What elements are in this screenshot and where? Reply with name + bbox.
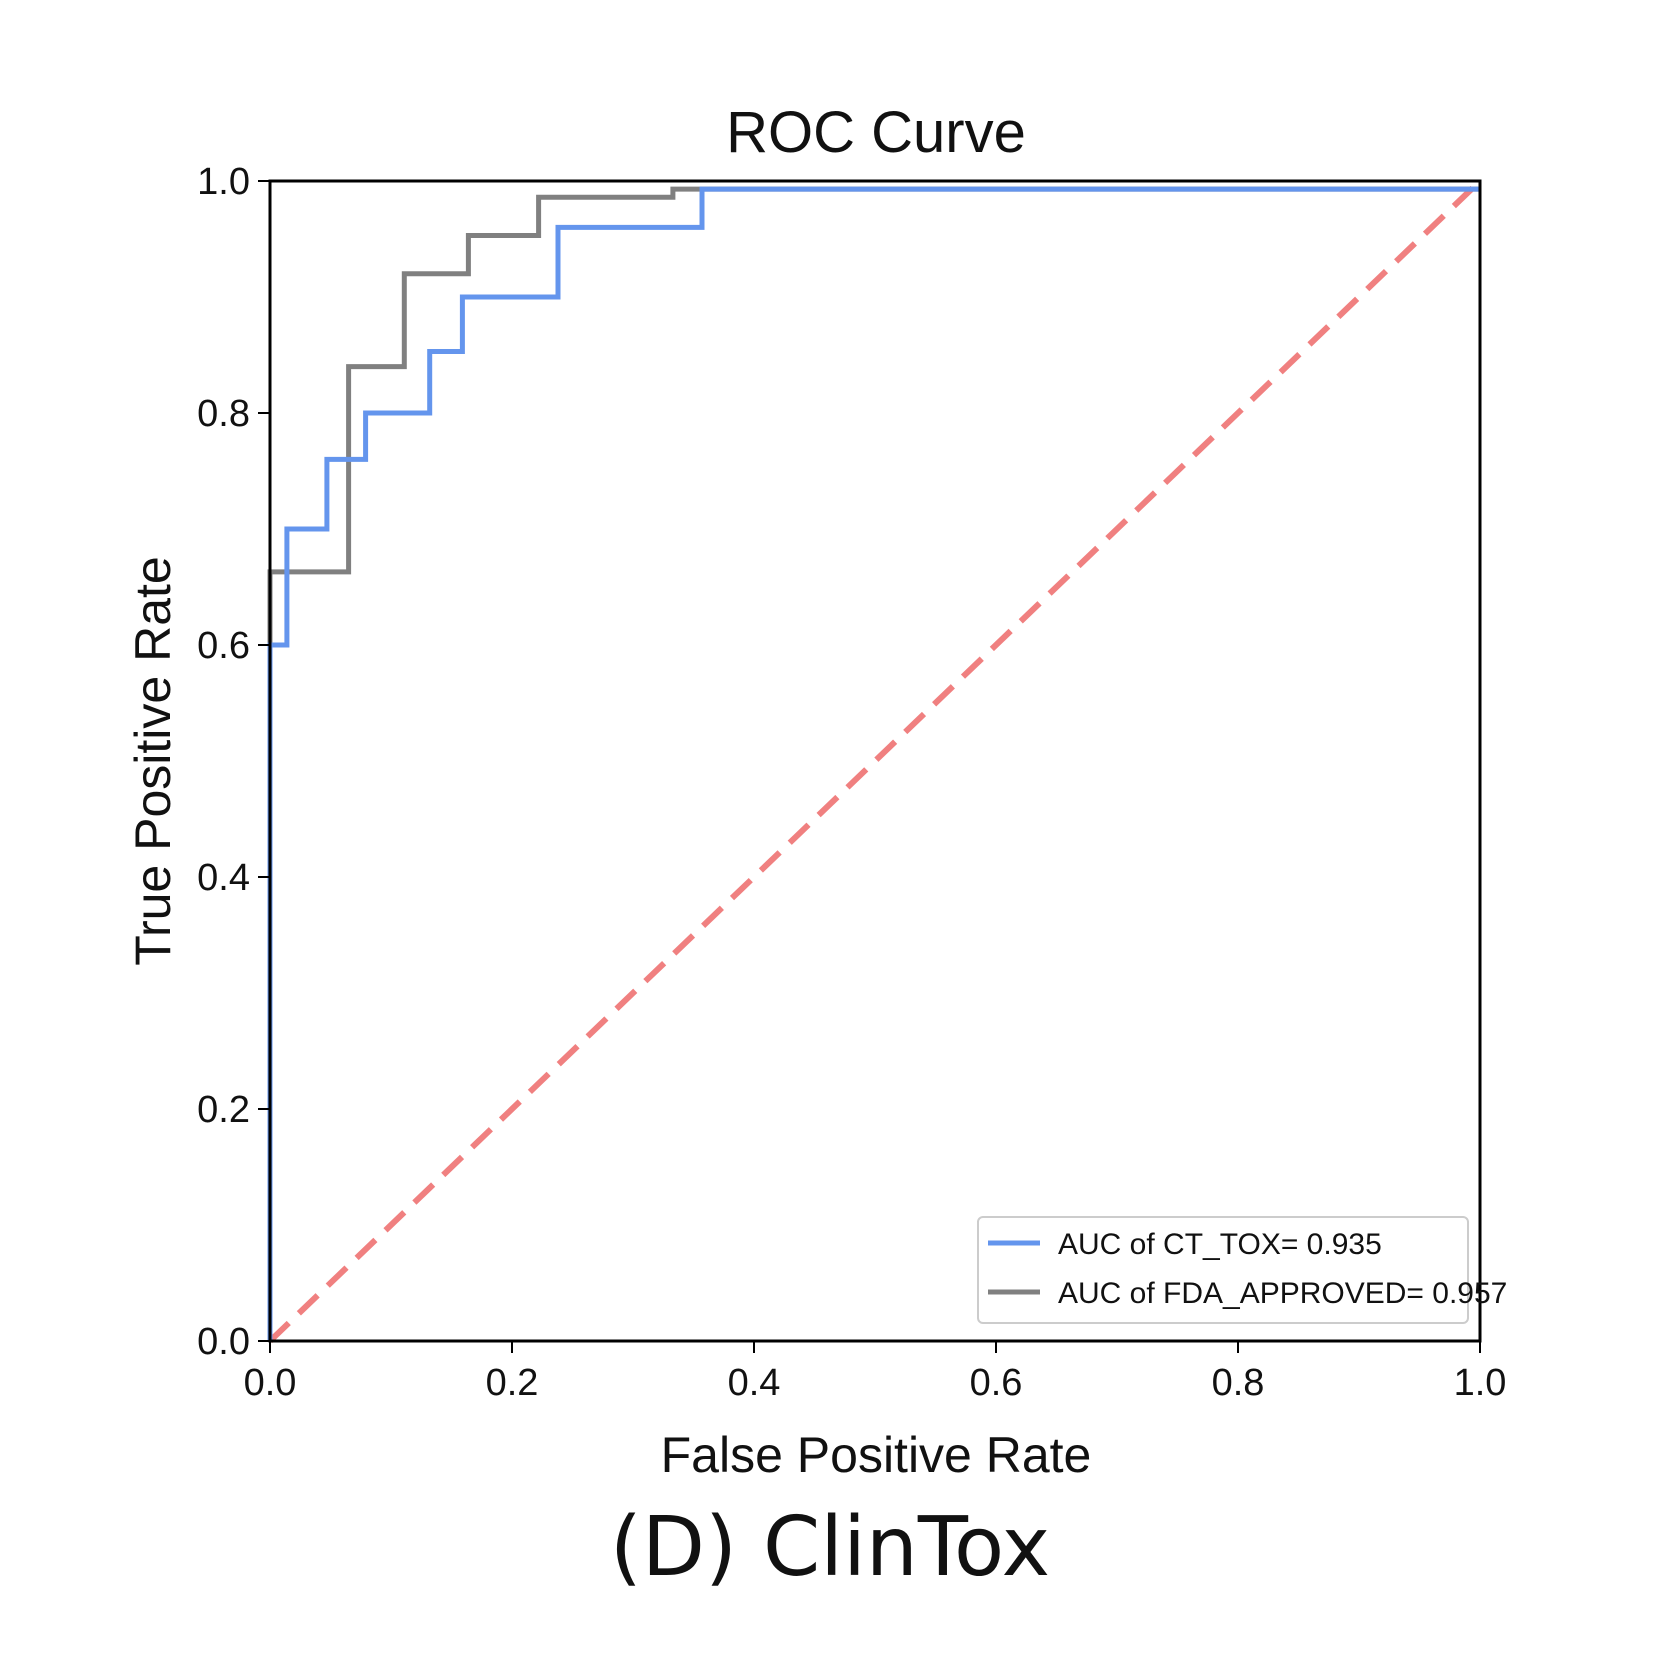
- y-tick-label: 0.4: [197, 857, 250, 899]
- figure-caption: (D) ClinTox: [609, 1500, 1051, 1595]
- x-tick-label: 0.4: [728, 1362, 781, 1404]
- x-tick-label: 0.2: [486, 1362, 539, 1404]
- y-tick-label: 0.8: [197, 393, 250, 435]
- y-tick-label: 1.0: [197, 161, 250, 203]
- legend-label-ct-tox: AUC of CT_TOX= 0.935: [1058, 1228, 1382, 1261]
- plot-frame: [268, 179, 1482, 1343]
- legend-box: [977, 1216, 1469, 1324]
- x-tick-label: 0.8: [1212, 1362, 1265, 1404]
- y-tick-label: 0.6: [197, 625, 250, 667]
- y-tick-label: 0.0: [197, 1321, 250, 1363]
- legend-label-fda-approved: AUC of FDA_APPROVED= 0.957: [1058, 1277, 1507, 1310]
- x-tick-label: 0.6: [970, 1362, 1023, 1404]
- x-tick-label: 0.0: [244, 1362, 297, 1404]
- chart-title: ROC Curve: [726, 100, 1026, 165]
- series-line-fda-approved: [267, 186, 1480, 1341]
- series-line-ct-tox: [267, 186, 1480, 1341]
- legend: AUC of CT_TOX= 0.935 AUC of FDA_APPROVED…: [977, 1216, 1507, 1324]
- chance-diagonal-line: [267, 178, 1483, 1344]
- x-tick-label: 1.0: [1454, 1362, 1507, 1404]
- x-axis-label: False Positive Rate: [661, 1427, 1092, 1483]
- y-tick-label: 0.2: [197, 1089, 250, 1131]
- y-axis-label: True Positive Rate: [125, 556, 181, 965]
